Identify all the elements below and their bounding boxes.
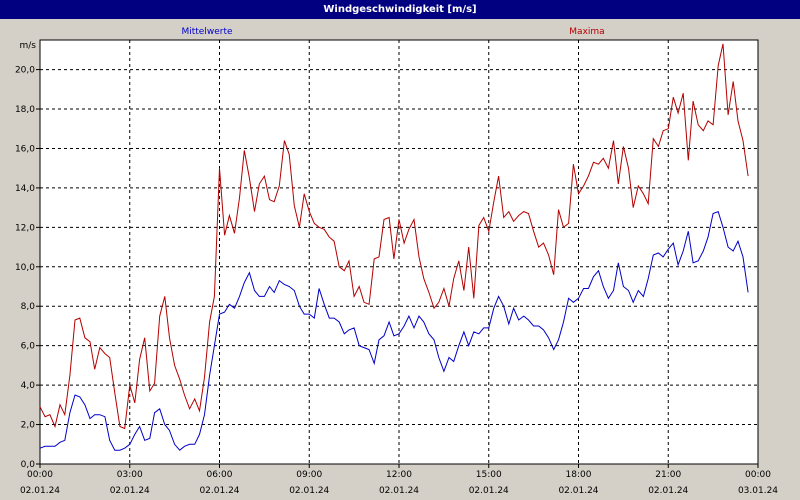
x-tick-date: 03.01.24 [738,486,778,496]
y-tick-label: 16,0 [15,144,35,154]
window-title: Windgeschwindigkeit [m/s] [0,0,800,19]
y-tick-label: 8,0 [21,302,36,312]
legend-maxima: Maxima [569,27,604,37]
y-tick-label: 6,0 [21,342,36,352]
x-tick-time: 03:00 [117,470,143,480]
y-tick-label: 18,0 [15,105,35,115]
x-tick-time: 00:00 [745,470,771,480]
y-tick-label: 4,0 [21,381,36,391]
x-tick-date: 02.01.24 [469,486,509,496]
y-tick-label: 0,0 [21,460,36,470]
y-tick-label: 2,0 [21,421,36,431]
series-line-maxima [39,43,749,430]
series-lines [39,43,749,451]
x-tick-time: 09:00 [296,470,322,480]
x-tick-time: 21:00 [655,470,681,480]
x-tick-date: 02.01.24 [110,486,150,496]
x-tick-time: 06:00 [207,470,233,480]
x-tick-time: 15:00 [476,470,502,480]
legend-mittelwerte: Mittelwerte [181,27,232,37]
x-tick-time: 12:00 [386,470,412,480]
series-line-mittelwerte [39,210,749,451]
x-tick-date: 02.01.24 [379,486,419,496]
x-tick-date: 02.01.24 [20,486,60,496]
x-tick-date: 02.01.24 [558,486,598,496]
x-tick-date: 02.01.24 [648,486,688,496]
axis-labels: 0,0 2,0 4,0 6,0 8,0 10,0 12,0 14,0 16,0 18,0 20,0 0… [15,27,778,496]
y-tick-label: 10,0 [15,263,35,273]
y-tick-label: 12,0 [15,223,35,233]
x-tick-date: 02.01.24 [289,486,329,496]
y-tick-label: 20,0 [15,66,35,76]
x-tick-date: 02.01.24 [199,486,239,496]
x-tick-time: 18:00 [566,470,592,480]
y-tick-label: 14,0 [15,184,35,194]
x-tick-time: 00:00 [27,470,53,480]
y-axis-unit-label: m/s [20,41,37,51]
grid-lines [40,40,758,464]
